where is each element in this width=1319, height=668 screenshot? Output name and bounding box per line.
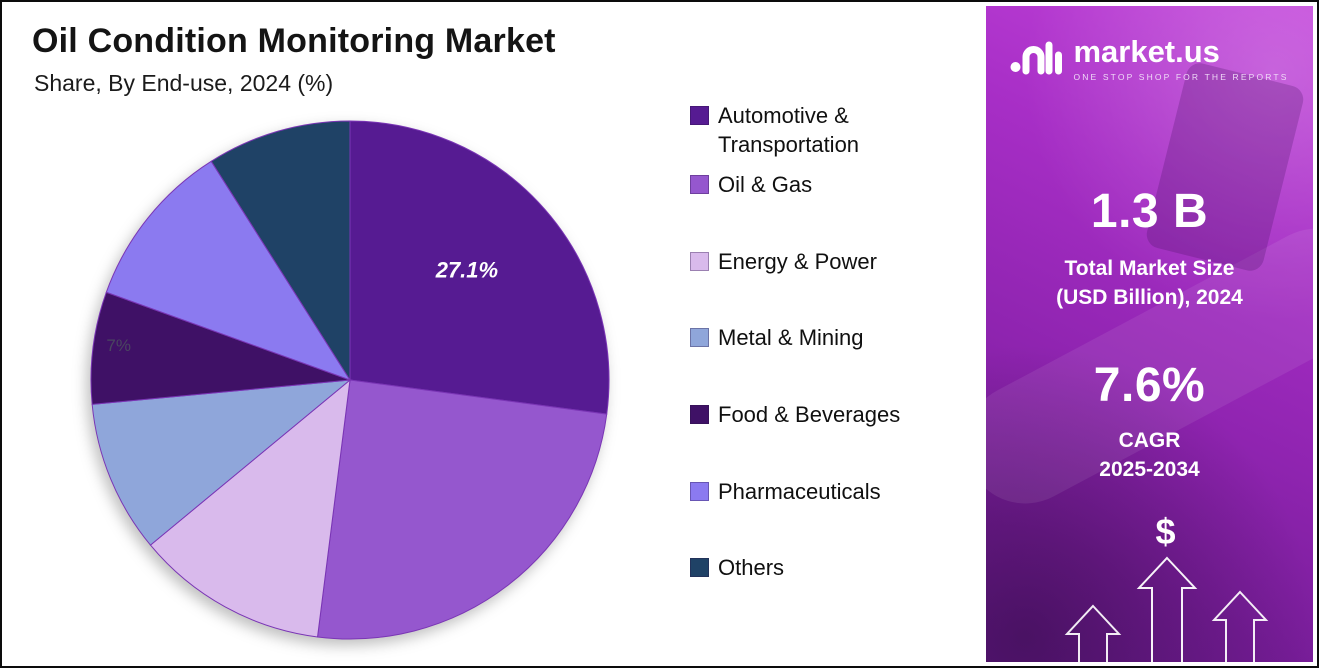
legend-item-0: Automotive & Transportation — [690, 102, 990, 159]
pie-slice-0 — [349, 120, 610, 415]
chart-subtitle: Share, By End-use, 2024 (%) — [34, 70, 334, 96]
legend-swatch — [690, 404, 709, 424]
legend-item-1: Oil & Gas — [690, 171, 990, 200]
legend-swatch — [690, 175, 709, 195]
brand-block: market.us ONE STOP SHOP FOR THE REPORTS — [986, 36, 1313, 82]
legend-label: Others — [718, 555, 785, 581]
arrow-up-icon — [1211, 590, 1269, 662]
arrow-up-icon — [1136, 556, 1198, 662]
dollar-icon: $ — [1155, 511, 1176, 552]
legend-swatch — [690, 251, 709, 271]
sidebar-decor-photo — [1143, 60, 1307, 274]
legend-swatch — [690, 328, 709, 348]
pie-data-label: 27.1% — [435, 258, 498, 283]
brand-tagline: ONE STOP SHOP FOR THE REPORTS — [1073, 72, 1289, 82]
pie-slice-4 — [90, 291, 351, 405]
stat-market-size-label-line2: (USD Billion), 2024 — [1056, 286, 1243, 310]
legend-item-2: Energy & Power — [690, 248, 990, 277]
legend-item-3: Metal & Mining — [690, 324, 990, 353]
pie-chart: 27.1% 7% — [80, 110, 620, 650]
legend-label: Oil & Gas — [718, 172, 813, 198]
growth-arrows-icon — [1064, 556, 1269, 662]
pie-slice-1 — [316, 379, 608, 640]
pie-slice-2 — [149, 378, 351, 638]
stat-market-size-value: 1.3 B — [1090, 185, 1209, 238]
legend-label: Metal & Mining — [718, 325, 864, 351]
legend-item-5: Pharmaceuticals — [690, 478, 990, 507]
stat-cagr-label-line2: 2025-2034 — [1099, 458, 1200, 482]
legend-swatch — [690, 481, 709, 501]
legend-label: Pharmaceuticals — [718, 478, 881, 504]
stat-market-size-label: Total Market Size (USD Billion), 2024 — [986, 254, 1313, 313]
brand-text: market.us ONE STOP SHOP FOR THE REPORTS — [1073, 36, 1288, 82]
pie-data-label: 7% — [106, 336, 131, 355]
chart-legend: Automotive & Transportation Oil & Gas Ener… — [690, 102, 990, 631]
legend-item-4: Food & Beverages — [690, 401, 990, 430]
legend-swatch — [690, 106, 709, 125]
market-us-logo-icon — [1010, 41, 1063, 75]
pie-slice-5 — [105, 160, 352, 381]
page-title: Oil Condition Monitoring Market — [32, 22, 556, 60]
stat-cagr-label-line1: CAGR — [1118, 429, 1181, 452]
pie-slice-6 — [210, 120, 351, 382]
legend-label: Automotive & Transportation — [718, 103, 860, 157]
brand-name: market.us — [1073, 34, 1220, 69]
legend-label: Energy & Power — [718, 248, 877, 274]
stat-cagr-value: 7.6% — [1093, 359, 1206, 412]
stat-market-size-label-line1: Total Market Size — [1064, 257, 1235, 280]
legend-label: Food & Beverages — [718, 401, 901, 427]
legend-item-6: Others — [690, 554, 990, 583]
pie-chart-svg: 27.1% 7% — [90, 120, 610, 640]
brand-sidebar: market.us ONE STOP SHOP FOR THE REPORTS … — [986, 6, 1313, 662]
legend-swatch — [690, 558, 709, 578]
pie-slice-3 — [91, 379, 352, 546]
stat-cagr-label: CAGR 2025-2034 — [986, 426, 1313, 485]
arrow-up-icon — [1064, 604, 1122, 662]
